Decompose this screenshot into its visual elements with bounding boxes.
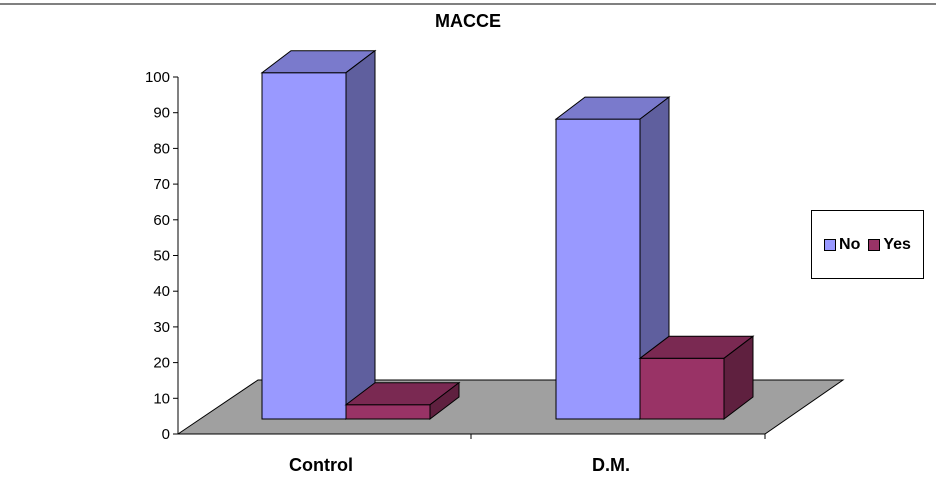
bar-no-control <box>261 72 347 420</box>
y-tick-label: 50 <box>153 248 170 265</box>
bar-side-no <box>345 49 376 421</box>
bar-side-yes <box>429 381 460 421</box>
y-tick-label: 30 <box>153 319 170 336</box>
y-tick-label: 80 <box>153 140 170 157</box>
legend-label-no: No <box>839 235 861 253</box>
legend: No Yes <box>811 210 924 279</box>
y-tick-label: 100 <box>145 69 170 86</box>
legend-item-yes: Yes <box>868 236 911 254</box>
bar-side-yes <box>723 335 754 421</box>
x-tick-label: Control <box>289 455 353 475</box>
legend-label-yes: Yes <box>883 235 911 253</box>
y-tick-label: 10 <box>153 390 170 407</box>
bar-no-dm <box>555 118 641 420</box>
chart-title: MACCE <box>435 11 501 31</box>
legend-item-no: No <box>824 236 860 254</box>
bar-yes-control <box>345 404 431 420</box>
y-tick-label: 40 <box>153 283 170 300</box>
y-tick-label: 60 <box>153 212 170 229</box>
legend-swatch-no <box>824 238 837 251</box>
legend-swatch-yes <box>868 238 881 251</box>
y-tick-label: 70 <box>153 176 170 193</box>
x-tick-label: D.M. <box>592 455 630 475</box>
bar-yes-dm <box>639 357 725 420</box>
y-tick-label: 0 <box>162 426 170 443</box>
y-tick-label: 20 <box>153 355 170 372</box>
y-tick-label: 90 <box>153 105 170 122</box>
